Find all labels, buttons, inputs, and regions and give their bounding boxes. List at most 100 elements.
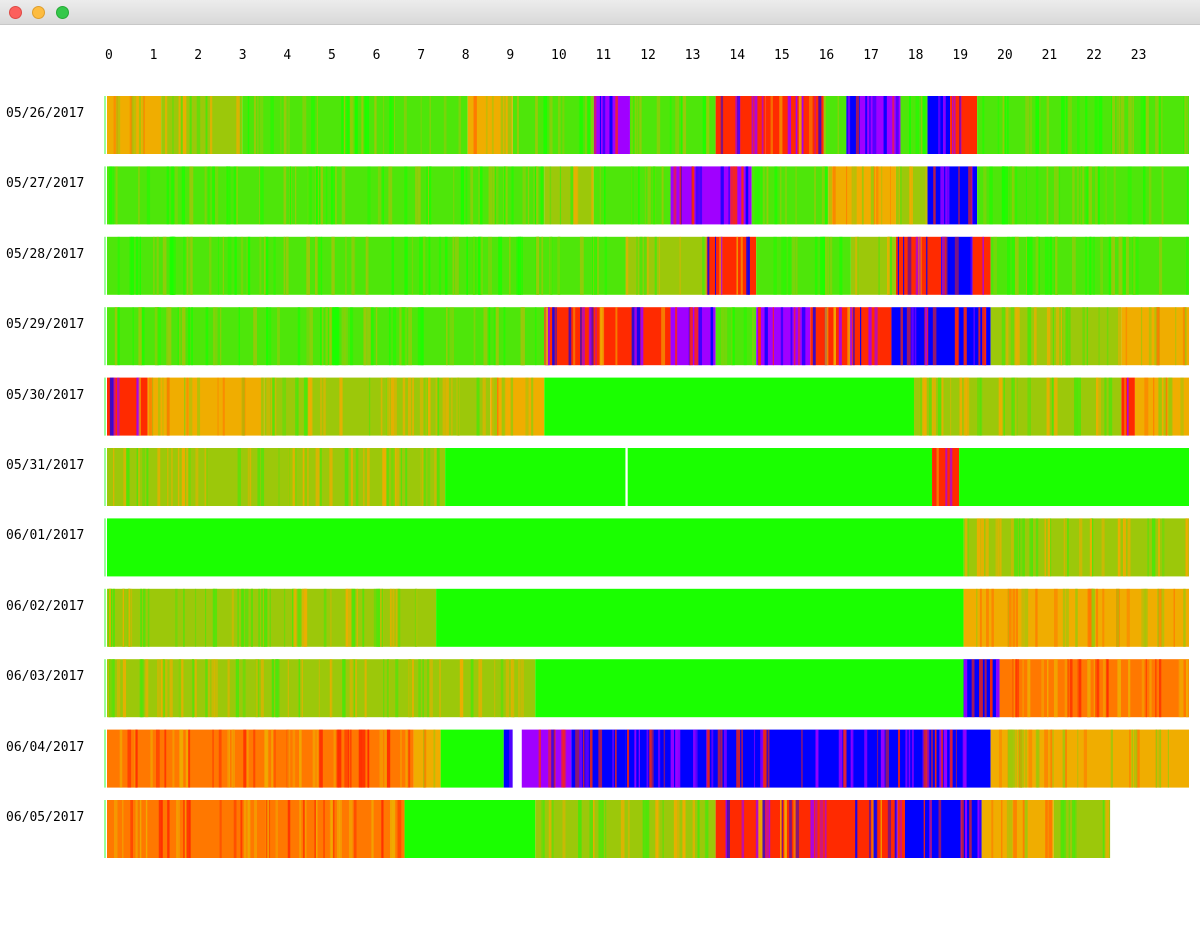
heatmap-stripe xyxy=(649,729,652,788)
heatmap-stripe xyxy=(212,307,215,366)
heatmap-stripe xyxy=(954,307,958,366)
zoom-window-button[interactable] xyxy=(56,6,69,19)
heatmap-stripe xyxy=(236,96,240,154)
heatmap-stripe xyxy=(758,307,761,366)
heatmap-stripe xyxy=(977,377,982,436)
heatmap-stripe xyxy=(745,166,749,225)
heatmap-stripe xyxy=(1111,96,1113,154)
heatmap-stripe xyxy=(320,166,323,225)
heatmap-stripe xyxy=(1029,518,1034,577)
heatmap-stripe xyxy=(297,588,301,647)
heatmap-stripe xyxy=(753,729,756,788)
heatmap-stripe xyxy=(951,96,954,154)
heatmap-stripe xyxy=(522,166,526,225)
close-window-button[interactable] xyxy=(9,6,22,19)
heatmap-stripe xyxy=(534,307,537,366)
heatmap-stripe xyxy=(543,96,548,154)
heatmap-stripe xyxy=(1068,800,1070,858)
heatmap-stripe xyxy=(1116,588,1120,647)
heatmap-stripe xyxy=(350,96,353,154)
heatmap-segment xyxy=(161,96,243,154)
heatmap-stripe xyxy=(387,377,391,436)
heatmap-stripe xyxy=(389,96,392,154)
heatmap-stripe xyxy=(405,729,409,788)
heatmap-stripe xyxy=(936,448,939,506)
heatmap-stripe xyxy=(175,588,178,647)
heatmap-stripe xyxy=(947,166,950,225)
heatmap-stripe xyxy=(932,307,937,366)
heatmap-stripe xyxy=(458,96,462,154)
heatmap-stripe xyxy=(1035,518,1039,577)
minimize-window-button[interactable] xyxy=(32,6,45,19)
heatmap-stripe xyxy=(452,236,455,295)
heatmap-stripe xyxy=(1037,729,1040,788)
heatmap-stripe xyxy=(385,729,387,788)
heatmap-stripe xyxy=(1112,236,1115,295)
heatmap-stripe xyxy=(1129,729,1131,788)
heatmap-stripe xyxy=(940,729,943,788)
heatmap-stripe xyxy=(549,236,553,295)
heatmap-stripe xyxy=(422,659,424,718)
heatmap-stripe xyxy=(419,236,423,295)
heatmap-stripe xyxy=(136,448,139,506)
heatmap-stripe xyxy=(1021,588,1025,647)
heatmap-stripe xyxy=(1097,96,1099,154)
heatmap-stripe xyxy=(146,448,149,506)
heatmap-stripe xyxy=(1093,659,1096,718)
heatmap-stripe xyxy=(578,800,582,858)
heatmap-stripe xyxy=(217,236,219,295)
heatmap-stripe xyxy=(1048,800,1053,858)
row-start-marker xyxy=(104,377,106,436)
heatmap-stripe xyxy=(1062,729,1066,788)
heatmap-stripe xyxy=(589,729,593,788)
heatmap-stripe xyxy=(815,729,819,788)
heatmap-stripe xyxy=(240,800,243,858)
heatmap-stripe xyxy=(361,96,364,154)
heatmap-stripe xyxy=(519,236,524,295)
heatmap-stripe xyxy=(675,800,680,858)
heatmap-stripe xyxy=(991,800,994,858)
heatmap-stripe xyxy=(352,307,354,366)
heatmap-stripe xyxy=(896,800,898,858)
heatmap-stripe xyxy=(679,166,682,225)
heatmap-stripe xyxy=(157,307,161,366)
heatmap-stripe xyxy=(914,307,917,366)
heatmap-stripe xyxy=(257,448,261,506)
heatmap-stripe xyxy=(222,377,225,436)
heatmap-stripe xyxy=(598,800,603,858)
heatmap-segment xyxy=(1134,377,1189,436)
heatmap-stripe xyxy=(287,729,291,788)
heatmap-segment xyxy=(413,729,441,788)
heatmap-stripe xyxy=(970,236,973,295)
hour-tick-label: 9 xyxy=(506,48,515,63)
heatmap-stripe xyxy=(164,96,168,154)
heatmap-stripe xyxy=(1159,96,1163,154)
heatmap-stripe xyxy=(967,518,970,577)
heatmap-stripe xyxy=(1143,166,1146,225)
heatmap-stripe xyxy=(157,377,161,436)
heatmap-stripe xyxy=(303,800,305,858)
heatmap-stripe xyxy=(320,307,322,366)
heatmap-stripe xyxy=(195,448,199,506)
heatmap-stripe xyxy=(795,800,800,858)
heatmap-stripe xyxy=(485,96,488,154)
heatmap-stripe xyxy=(1002,166,1006,225)
hour-tick-label: 15 xyxy=(774,48,790,63)
heatmap-stripe xyxy=(977,800,981,858)
heatmap-stripe xyxy=(253,729,256,788)
heatmap-stripe xyxy=(1163,377,1168,436)
heatmap-stripe xyxy=(130,800,133,858)
heatmap-stripe xyxy=(138,448,140,506)
heatmap-stripe xyxy=(894,800,898,858)
heatmap-stripe xyxy=(165,659,168,718)
heatmap-stripe xyxy=(1088,588,1092,647)
heatmap-stripe xyxy=(516,236,519,295)
heatmap-stripe xyxy=(317,166,319,225)
heatmap-stripe xyxy=(174,166,178,225)
heatmap-stripe xyxy=(332,800,335,858)
heatmap-stripe xyxy=(1104,166,1106,225)
heatmap-stripe xyxy=(680,96,683,154)
heatmap-stripe xyxy=(316,800,318,858)
hour-tick-label: 2 xyxy=(194,48,203,63)
heatmap-stripe xyxy=(647,236,649,295)
